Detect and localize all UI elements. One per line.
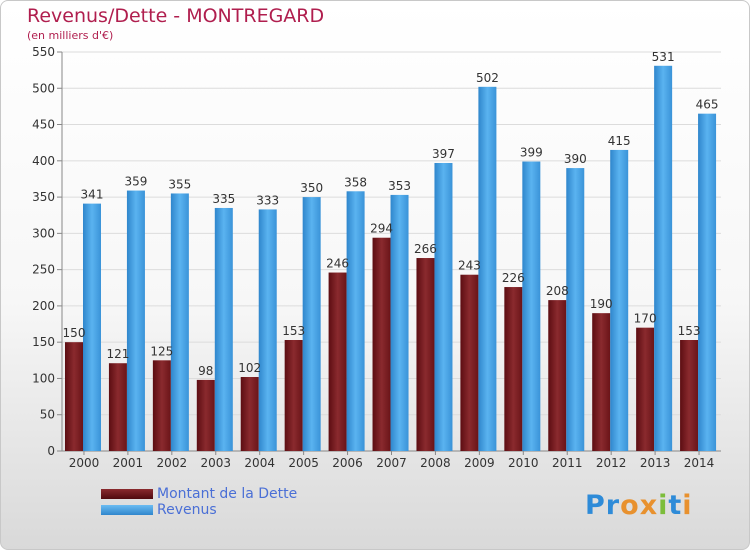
data-label-revenue: 341 — [81, 188, 104, 202]
chart-title: Revenus/Dette - MONTREGARD — [27, 5, 325, 27]
chart-legend: Montant de la Dette Revenus — [101, 486, 297, 518]
data-label-revenue: 333 — [256, 193, 279, 207]
y-tick-label: 150 — [32, 335, 55, 349]
x-tick-label: 2006 — [332, 456, 363, 470]
bar-debt — [196, 379, 215, 451]
bar-debt — [328, 272, 347, 451]
y-tick-label: 0 — [47, 444, 55, 458]
x-tick-label: 2003 — [200, 456, 231, 470]
data-label-revenue: 350 — [300, 181, 323, 195]
bar-revenue — [698, 113, 717, 451]
data-label-revenue: 335 — [212, 192, 235, 206]
data-label-revenue: 531 — [652, 50, 675, 64]
data-label-debt: 153 — [678, 324, 701, 338]
data-label-debt: 170 — [634, 312, 657, 326]
x-tick-label: 2002 — [157, 456, 188, 470]
data-label-revenue: 465 — [696, 98, 719, 112]
bar-revenue — [522, 161, 541, 451]
y-tick-label: 450 — [32, 118, 55, 132]
data-label-debt: 153 — [282, 324, 305, 338]
x-tick-label: 2007 — [376, 456, 407, 470]
legend-label-revenue: Revenus — [157, 502, 217, 518]
legend-label-debt: Montant de la Dette — [157, 486, 298, 502]
bar-debt — [372, 237, 391, 451]
bar-debt — [65, 342, 83, 451]
data-label-revenue: 502 — [476, 71, 499, 85]
x-tick-label: 2013 — [640, 456, 671, 470]
legend-item-debt: Montant de la Dette — [101, 486, 297, 502]
proxiti-logo: Proxiti — [585, 490, 693, 521]
bar-revenue — [434, 162, 453, 451]
bar-revenue — [302, 197, 321, 451]
bar-debt — [284, 340, 303, 451]
y-tick-label: 250 — [32, 263, 55, 277]
data-label-debt: 226 — [502, 271, 525, 285]
bar-debt — [108, 363, 127, 451]
bar-debt — [240, 377, 259, 451]
bar-debt — [592, 313, 611, 451]
data-label-revenue: 355 — [168, 177, 191, 191]
data-label-debt: 208 — [546, 284, 569, 298]
bar-revenue — [126, 190, 145, 451]
x-tick-label: 2014 — [684, 456, 715, 470]
x-tick-label: 2004 — [244, 456, 275, 470]
legend-swatch-debt — [101, 489, 153, 499]
bar-debt — [460, 274, 479, 451]
bar-revenue — [610, 149, 629, 451]
bar-revenue — [390, 194, 409, 451]
bar-debt — [152, 360, 171, 451]
legend-item-revenue: Revenus — [101, 502, 297, 518]
y-tick-label: 500 — [32, 81, 55, 95]
data-label-revenue: 397 — [432, 147, 455, 161]
y-tick-label: 550 — [32, 45, 55, 59]
bar-revenue — [478, 86, 497, 452]
data-label-debt: 266 — [414, 242, 437, 256]
bar-revenue — [83, 203, 101, 451]
data-label-revenue: 399 — [520, 146, 543, 160]
data-label-debt: 102 — [238, 361, 261, 375]
legend-swatch-revenue — [101, 505, 153, 515]
data-label-revenue: 415 — [608, 134, 631, 148]
data-label-revenue: 353 — [388, 179, 411, 193]
x-tick-label: 2005 — [288, 456, 319, 470]
data-label-debt: 243 — [458, 259, 481, 273]
data-label-revenue: 359 — [124, 175, 147, 189]
x-tick-label: 2000 — [69, 456, 100, 470]
data-label-debt: 246 — [326, 257, 349, 271]
x-tick-label: 2008 — [420, 456, 451, 470]
x-tick-label: 2012 — [596, 456, 627, 470]
bar-revenue — [214, 207, 233, 451]
bar-debt — [636, 327, 655, 451]
bar-revenue — [170, 193, 189, 452]
data-label-debt: 190 — [590, 297, 613, 311]
data-label-revenue: 390 — [564, 152, 587, 166]
data-label-debt: 98 — [198, 364, 213, 378]
y-tick-label: 100 — [32, 371, 55, 385]
y-tick-label: 350 — [32, 190, 55, 204]
x-tick-label: 2001 — [113, 456, 144, 470]
bar-revenue — [346, 191, 365, 451]
x-tick-label: 2010 — [508, 456, 539, 470]
y-tick-label: 50 — [40, 408, 55, 422]
data-label-debt: 294 — [370, 222, 393, 236]
data-label-debt: 150 — [63, 326, 86, 340]
bar-debt — [416, 258, 435, 451]
data-label-debt: 121 — [106, 347, 129, 361]
bar-debt — [680, 340, 699, 451]
data-label-debt: 125 — [150, 344, 173, 358]
bar-revenue — [654, 65, 673, 452]
x-tick-label: 2009 — [464, 456, 495, 470]
chart-subtitle: (en milliers d'€) — [27, 29, 114, 42]
y-tick-label: 400 — [32, 154, 55, 168]
bar-revenue — [258, 209, 277, 451]
bar-debt — [548, 300, 567, 451]
y-tick-label: 200 — [32, 299, 55, 313]
data-label-revenue: 358 — [344, 175, 367, 189]
y-tick-label: 300 — [32, 226, 55, 240]
bar-debt — [504, 287, 523, 451]
x-tick-label: 2011 — [552, 456, 583, 470]
bar-revenue — [566, 168, 585, 451]
